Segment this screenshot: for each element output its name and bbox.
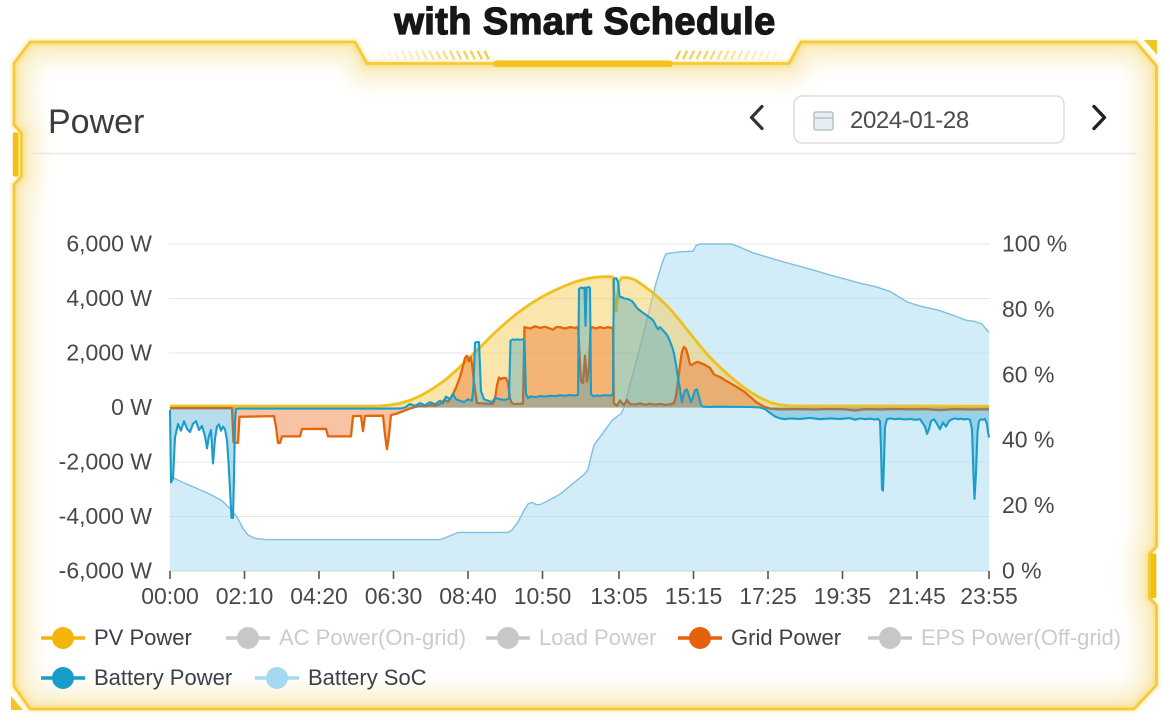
svg-text:04:20: 04:20	[290, 583, 348, 609]
svg-text:0 %: 0 %	[1002, 558, 1042, 584]
svg-text:-2,000 W: -2,000 W	[59, 449, 153, 475]
svg-text:2024-01-28: 2024-01-28	[850, 107, 969, 134]
svg-text:-6,000 W: -6,000 W	[59, 558, 153, 584]
svg-text:EPS Power(Off-grid): EPS Power(Off-grid)	[921, 625, 1121, 650]
svg-text:08:40: 08:40	[439, 583, 497, 609]
svg-text:0 W: 0 W	[111, 394, 152, 420]
svg-text:100 %: 100 %	[1002, 231, 1067, 257]
svg-text:13:05: 13:05	[590, 583, 648, 609]
svg-text:Power: Power	[48, 103, 144, 141]
svg-text:00:00: 00:00	[141, 583, 199, 609]
svg-text:40 %: 40 %	[1002, 427, 1054, 453]
svg-text:06:30: 06:30	[365, 583, 423, 609]
svg-text:02:10: 02:10	[216, 583, 274, 609]
svg-text:15:15: 15:15	[665, 583, 723, 609]
svg-text:Load Power: Load Power	[539, 625, 656, 650]
svg-text:-4,000 W: -4,000 W	[59, 503, 153, 529]
svg-text:10:50: 10:50	[514, 583, 572, 609]
svg-text:23:55: 23:55	[960, 583, 1018, 609]
svg-text:60 %: 60 %	[1002, 361, 1054, 387]
svg-text:4,000 W: 4,000 W	[66, 285, 152, 311]
svg-text:AC Power(On-grid): AC Power(On-grid)	[279, 625, 466, 650]
svg-text:Battery Power: Battery Power	[94, 665, 232, 690]
svg-text:19:35: 19:35	[814, 583, 872, 609]
svg-text:17:25: 17:25	[739, 583, 797, 609]
svg-text:6,000 W: 6,000 W	[66, 231, 152, 257]
svg-text:80 %: 80 %	[1002, 296, 1054, 322]
svg-text:Battery SoC: Battery SoC	[308, 665, 427, 690]
svg-text:2,000 W: 2,000 W	[66, 340, 152, 366]
svg-text:21:45: 21:45	[888, 583, 946, 609]
svg-text:PV Power: PV Power	[94, 625, 192, 650]
svg-text:20 %: 20 %	[1002, 492, 1054, 518]
svg-text:Grid Power: Grid Power	[731, 625, 841, 650]
